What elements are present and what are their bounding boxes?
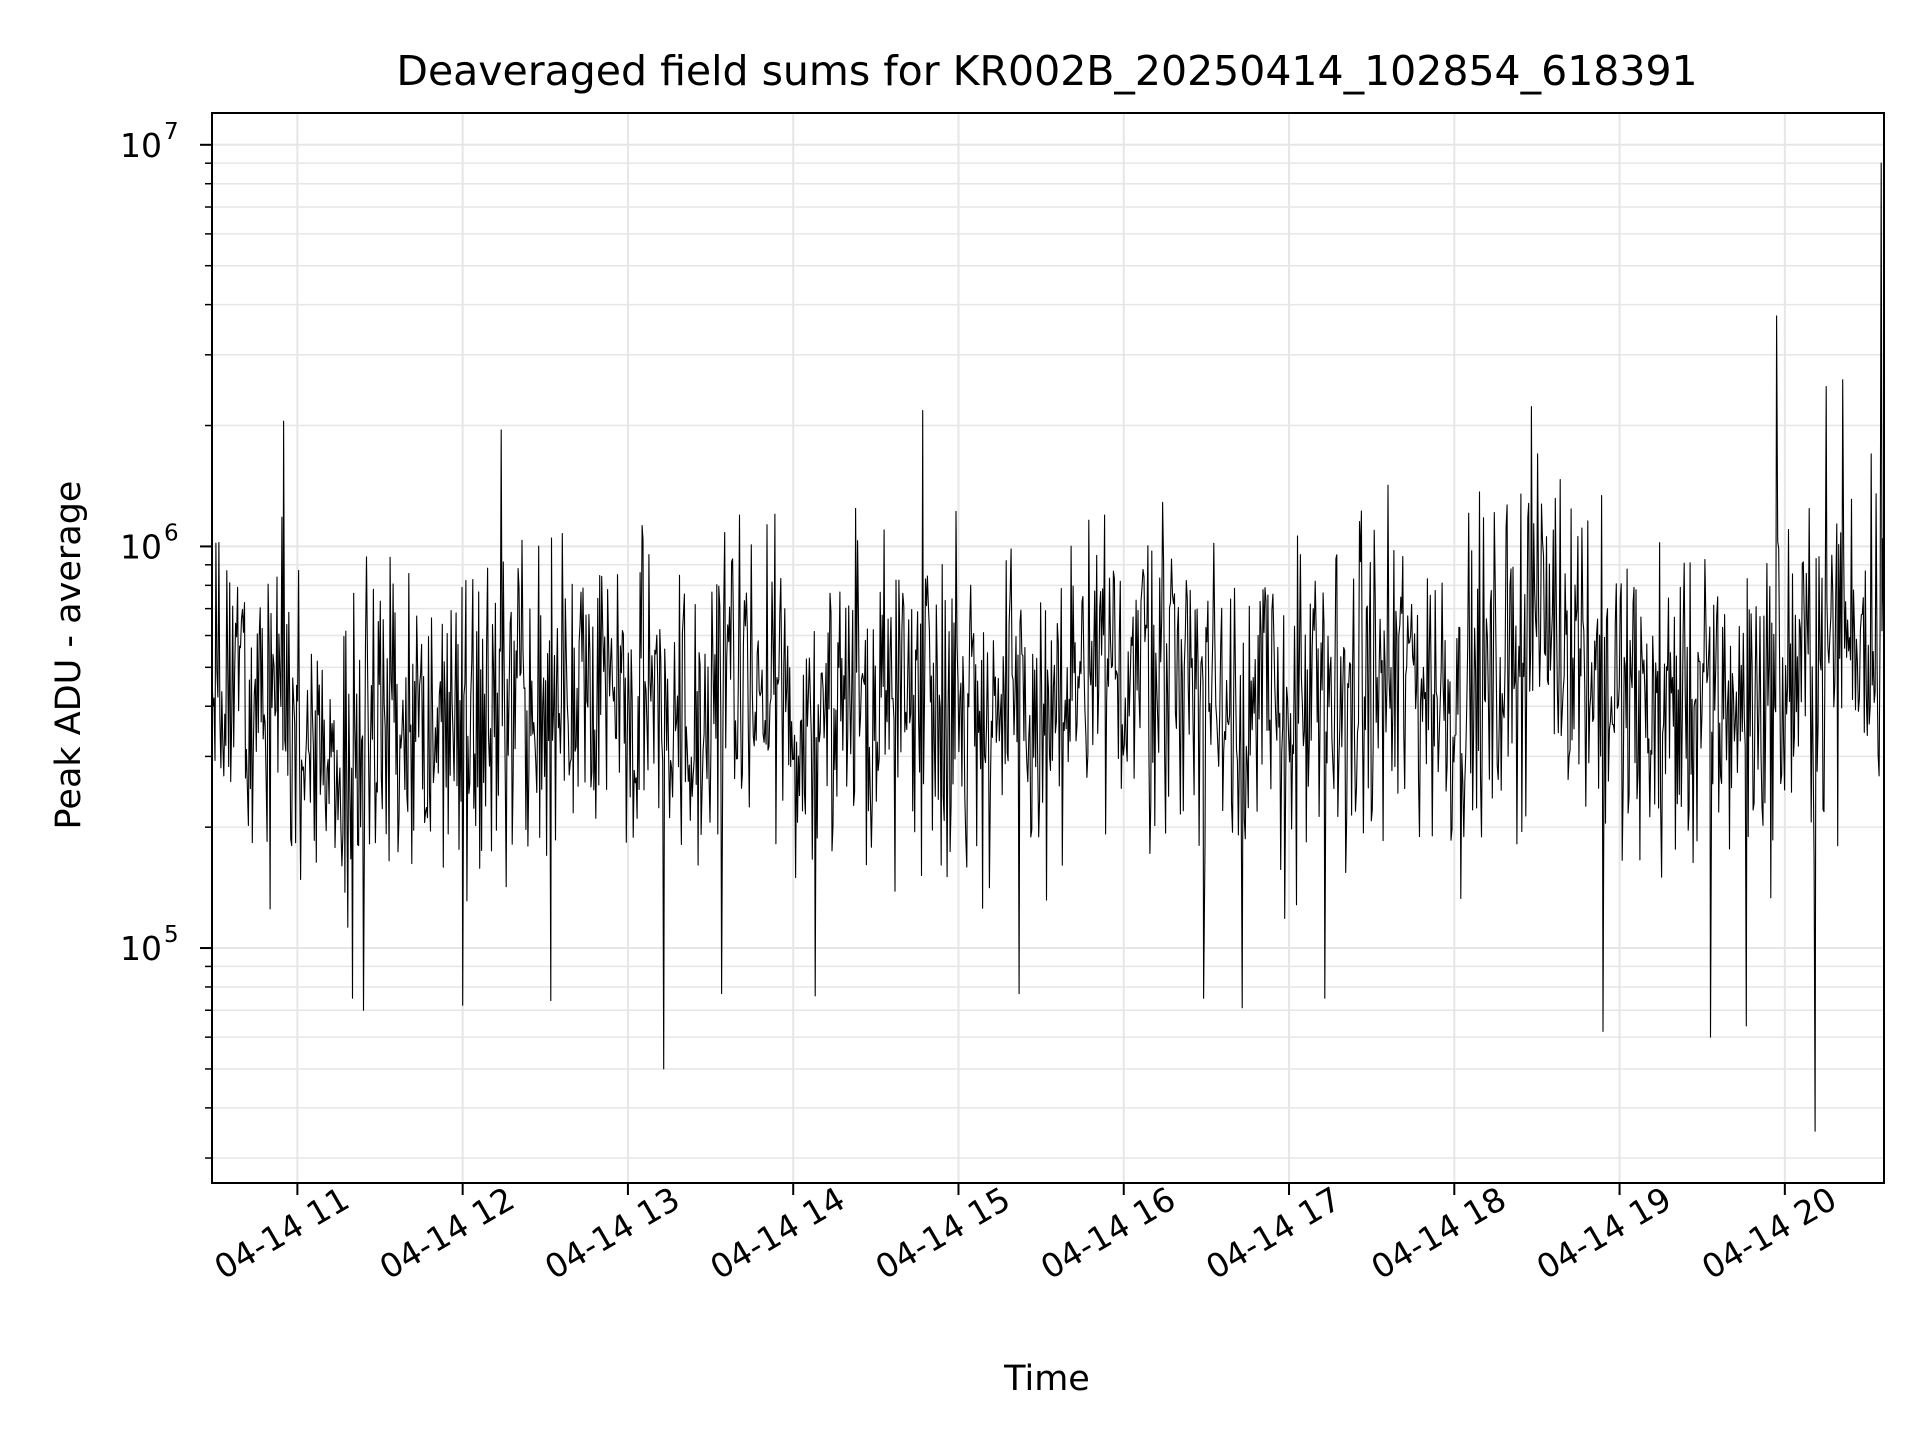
y-tick-label: 10: [120, 527, 162, 566]
chart-title: Deaveraged field sums for KR002B_2025041…: [396, 47, 1697, 95]
series-layer: [211, 162, 1885, 1132]
x-axis-label: Time: [1003, 1359, 1090, 1399]
y-tick-exponent: 7: [164, 119, 179, 145]
y-tick-label: 10: [120, 929, 162, 968]
y-tick-exponent: 5: [164, 922, 179, 948]
y-axis-label: Peak ADU - average: [49, 481, 89, 830]
y-tick-exponent: 6: [164, 520, 179, 546]
y-tick-label: 10: [120, 126, 162, 165]
plot-frame: [211, 112, 1885, 1184]
series-line: [211, 162, 1885, 1132]
